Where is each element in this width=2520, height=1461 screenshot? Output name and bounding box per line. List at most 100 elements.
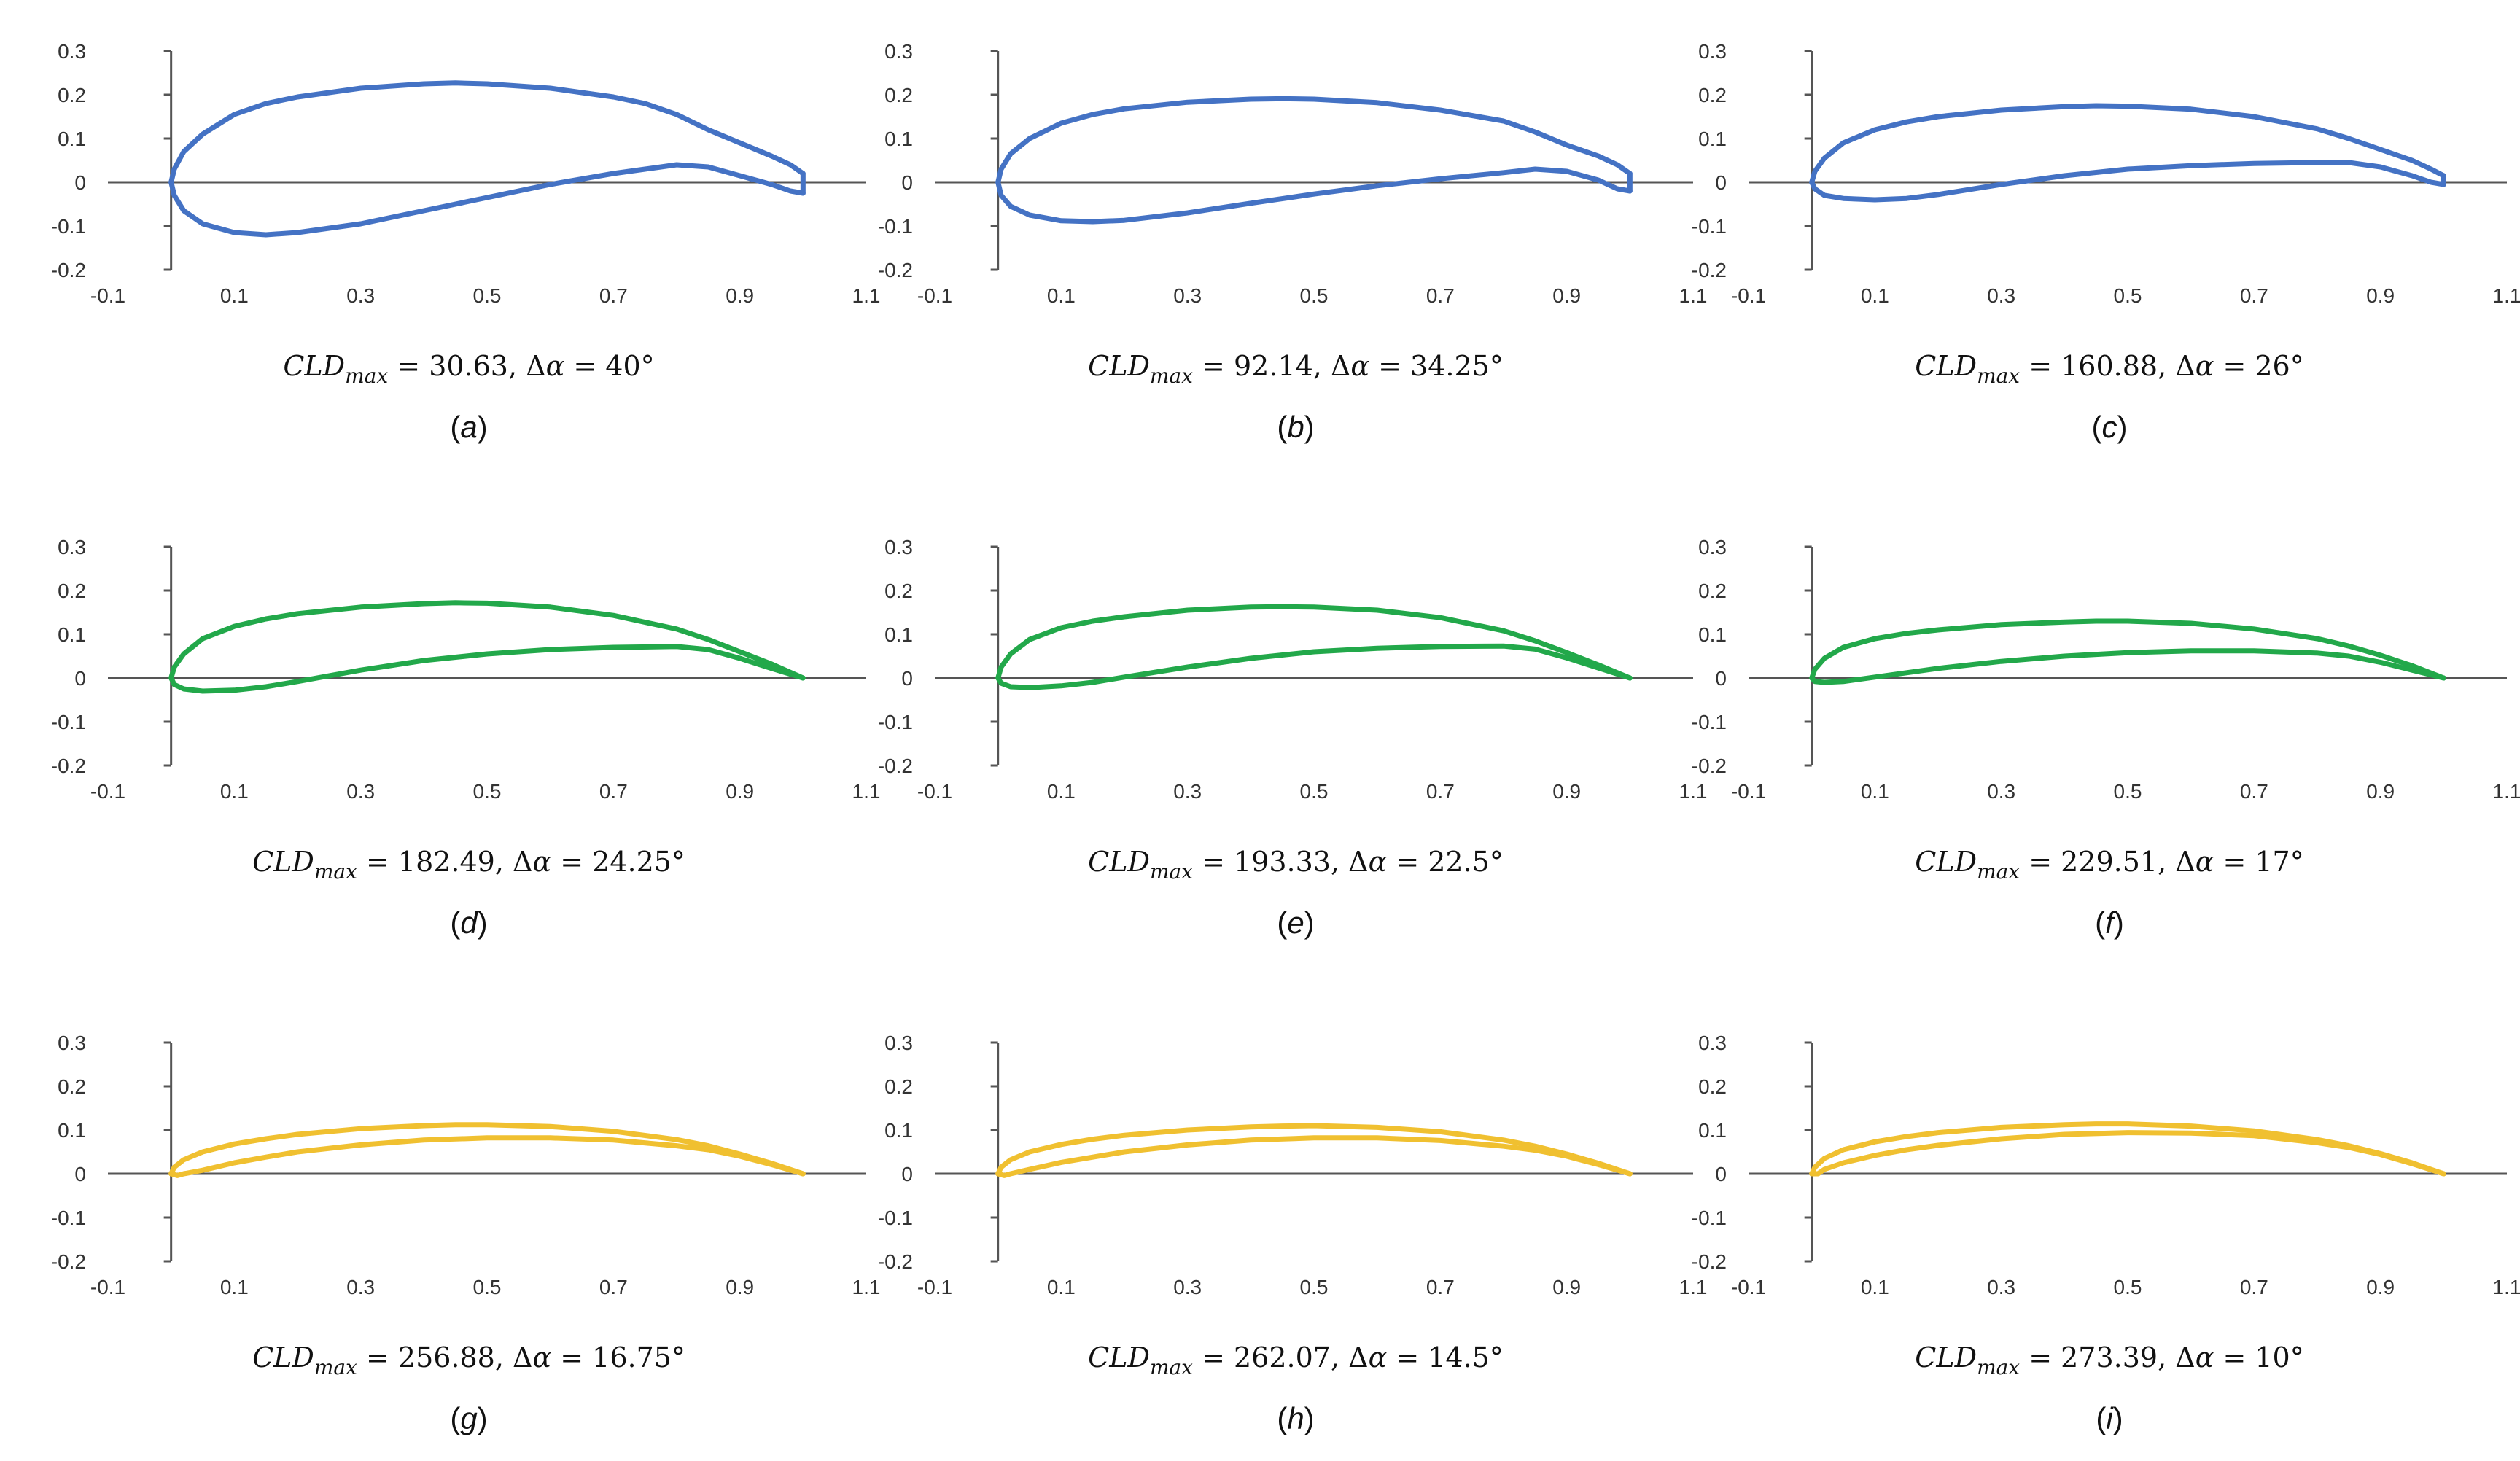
x-tick-label: 1.1 (1679, 284, 1708, 307)
y-tick-label: -0.1 (878, 711, 913, 733)
panel-b: 0.30.20.10-0.1-0.2-0.1 0.1 0.3 0.5 0.7 0.9 1.1… (878, 40, 1708, 444)
y-tick-label: 0.3 (1698, 536, 1727, 558)
x-tick-label: 0.7 (599, 1276, 628, 1298)
x-tick-label: 0.5 (473, 1276, 502, 1298)
panel-e: 0.30.20.10-0.1-0.2-0.1 0.1 0.3 0.5 0.7 0.9 1.1… (878, 536, 1708, 940)
panel-label: (e) (1277, 905, 1314, 940)
x-tick-label: 1.1 (852, 780, 881, 803)
x-tick-label: 0.7 (2240, 284, 2268, 307)
y-tick-label: 0 (901, 171, 913, 194)
y-tick-label: -0.2 (878, 259, 913, 281)
x-tick-label: -0.1 (90, 780, 125, 803)
panel-caption: CLDmax = 262.07, Δα = 14.5° (1088, 1341, 1504, 1379)
cld-value: 160.88 (2061, 350, 2158, 382)
upper-surface-line (1809, 618, 2446, 681)
y-tick-label: 0.2 (884, 84, 913, 106)
y-tick-label: 0.3 (884, 40, 913, 63)
delta-alpha-value: 16.75° (592, 1341, 685, 1374)
x-tick-label: 0.9 (726, 780, 754, 803)
delta-alpha-value: 17° (2255, 846, 2303, 878)
upper-surface-line (168, 600, 806, 681)
x-tick-label: 0.3 (1987, 284, 2015, 307)
y-tick-label: -0.2 (51, 259, 86, 281)
lower-surface-line (995, 166, 1633, 225)
cld-value: 92.14 (1234, 350, 1313, 382)
x-tick-label: 0.3 (1987, 1276, 2015, 1298)
cld-value: 262.07 (1234, 1341, 1331, 1374)
lower-surface-line (168, 644, 806, 694)
x-tick-label: 0.3 (1987, 780, 2015, 803)
lower-surface-line (1809, 648, 2446, 685)
delta-alpha-value: 22.5° (1428, 846, 1504, 878)
y-tick-label: 0.3 (58, 1032, 86, 1054)
y-tick-label: -0.2 (878, 1250, 913, 1273)
upper-surface-line (995, 1123, 1633, 1177)
y-tick-label: 0.3 (884, 1032, 913, 1054)
panel-label: (h) (1277, 1401, 1314, 1435)
x-tick-label: 1.1 (2493, 1276, 2520, 1298)
x-tick-label: 0.3 (346, 1276, 375, 1298)
panel-caption: CLDmax = 193.33, Δα = 22.5° (1088, 846, 1504, 884)
upper-surface-line (168, 1122, 806, 1177)
y-tick-label: 0 (74, 171, 86, 194)
upper-surface-line (168, 80, 806, 185)
panel-label: (c) (2092, 410, 2128, 444)
x-tick-label: 0.9 (1552, 284, 1581, 307)
y-tick-label: 0 (1715, 667, 1727, 690)
y-tick-label: 0 (1715, 1163, 1727, 1185)
panel-caption: CLDmax = 182.49, Δα = 24.25° (252, 846, 685, 884)
x-tick-label: 0.9 (1552, 1276, 1581, 1298)
y-tick-label: 0 (901, 667, 913, 690)
cld-value: 182.49 (398, 846, 495, 878)
x-tick-label: 0.3 (346, 284, 375, 307)
delta-alpha-value: 40° (605, 350, 654, 382)
panel-caption: CLDmax = 30.63, Δα = 40° (283, 350, 654, 388)
lower-surface-line (1809, 1130, 2446, 1177)
y-tick-label: -0.1 (51, 711, 86, 733)
panel-caption: CLDmax = 229.51, Δα = 17° (1915, 846, 2303, 884)
y-tick-label: 0.3 (1698, 1032, 1727, 1054)
x-tick-label: 0.9 (2366, 1276, 2395, 1298)
y-tick-label: -0.2 (51, 755, 86, 777)
y-tick-label: -0.1 (878, 1207, 913, 1229)
x-tick-label: 0.1 (1861, 284, 1889, 307)
y-tick-label: 0.2 (1698, 580, 1727, 602)
x-tick-label: -0.1 (917, 1276, 952, 1298)
delta-alpha-value: 34.25° (1410, 350, 1504, 382)
x-tick-label: 1.1 (1679, 780, 1708, 803)
upper-surface-line (995, 96, 1633, 185)
delta-alpha-value: 24.25° (592, 846, 685, 878)
y-tick-label: 0 (74, 667, 86, 690)
y-tick-label: 0.1 (58, 1119, 86, 1142)
y-tick-label: 0 (74, 1163, 86, 1185)
cld-value: 30.63 (429, 350, 508, 382)
y-tick-label: -0.2 (51, 1250, 86, 1273)
delta-alpha-value: 10° (2255, 1341, 2303, 1374)
panel-a: 0.30.20.10-0.1-0.2-0.1 0.1 0.3 0.5 0.7 0.9 1.1… (51, 40, 881, 444)
y-tick-label: -0.1 (1692, 215, 1727, 238)
delta-alpha-value: 26° (2255, 350, 2303, 382)
x-tick-label: 0.1 (1047, 1276, 1076, 1298)
x-tick-label: 0.1 (220, 780, 249, 803)
delta-alpha-value: 14.5° (1428, 1341, 1504, 1374)
panel-label: (a) (450, 410, 487, 444)
cld-value: 256.88 (398, 1341, 495, 1374)
y-tick-label: -0.2 (878, 755, 913, 777)
y-tick-label: 0.3 (1698, 40, 1727, 63)
y-tick-label: 0.3 (58, 40, 86, 63)
x-tick-label: -0.1 (917, 780, 952, 803)
x-tick-label: 0.7 (1426, 284, 1455, 307)
y-tick-label: -0.1 (1692, 1207, 1727, 1229)
y-tick-label: 0.2 (58, 580, 86, 602)
x-tick-label: 1.1 (852, 284, 881, 307)
y-tick-label: 0.3 (884, 536, 913, 558)
y-tick-label: 0.1 (58, 128, 86, 150)
x-tick-label: 0.7 (599, 780, 628, 803)
x-tick-label: 0.7 (2240, 1276, 2268, 1298)
x-tick-label: 0.9 (1552, 780, 1581, 803)
x-tick-label: 0.5 (1300, 1276, 1329, 1298)
panel-f: 0.30.20.10-0.1-0.2-0.1 0.1 0.3 0.5 0.7 0.9 1.1… (1692, 536, 2520, 940)
cld-value: 229.51 (2061, 846, 2158, 878)
x-tick-label: -0.1 (1731, 780, 1766, 803)
